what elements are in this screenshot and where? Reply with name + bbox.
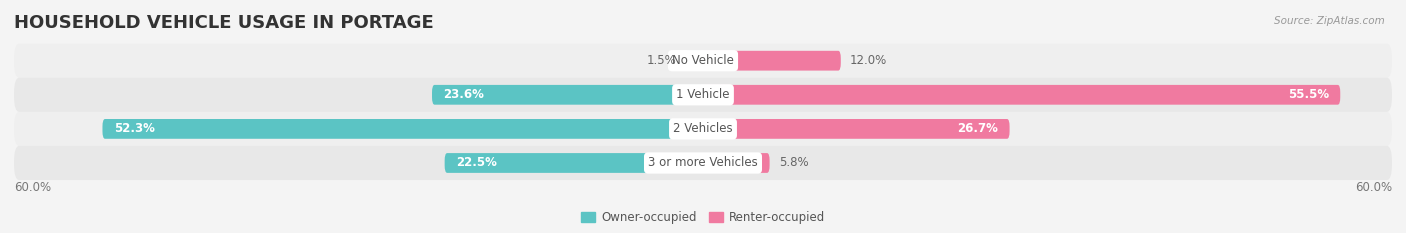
FancyBboxPatch shape: [14, 146, 1392, 180]
Text: Source: ZipAtlas.com: Source: ZipAtlas.com: [1274, 16, 1385, 26]
Text: 12.0%: 12.0%: [851, 54, 887, 67]
FancyBboxPatch shape: [703, 85, 1340, 105]
Text: No Vehicle: No Vehicle: [672, 54, 734, 67]
FancyBboxPatch shape: [703, 153, 769, 173]
FancyBboxPatch shape: [103, 119, 703, 139]
Text: 52.3%: 52.3%: [114, 122, 155, 135]
FancyBboxPatch shape: [14, 112, 1392, 146]
FancyBboxPatch shape: [14, 78, 1392, 112]
FancyBboxPatch shape: [703, 51, 841, 71]
Legend: Owner-occupied, Renter-occupied: Owner-occupied, Renter-occupied: [576, 206, 830, 229]
Text: 22.5%: 22.5%: [456, 157, 496, 169]
Text: 1.5%: 1.5%: [647, 54, 676, 67]
Text: 60.0%: 60.0%: [1355, 181, 1392, 194]
Text: 23.6%: 23.6%: [443, 88, 485, 101]
Text: 26.7%: 26.7%: [957, 122, 998, 135]
FancyBboxPatch shape: [14, 44, 1392, 78]
FancyBboxPatch shape: [432, 85, 703, 105]
Text: 1 Vehicle: 1 Vehicle: [676, 88, 730, 101]
Text: 3 or more Vehicles: 3 or more Vehicles: [648, 157, 758, 169]
FancyBboxPatch shape: [444, 153, 703, 173]
Text: 60.0%: 60.0%: [14, 181, 51, 194]
Text: 2 Vehicles: 2 Vehicles: [673, 122, 733, 135]
Text: 5.8%: 5.8%: [779, 157, 808, 169]
Text: 55.5%: 55.5%: [1288, 88, 1329, 101]
Text: HOUSEHOLD VEHICLE USAGE IN PORTAGE: HOUSEHOLD VEHICLE USAGE IN PORTAGE: [14, 14, 434, 32]
FancyBboxPatch shape: [703, 119, 1010, 139]
FancyBboxPatch shape: [686, 51, 703, 71]
